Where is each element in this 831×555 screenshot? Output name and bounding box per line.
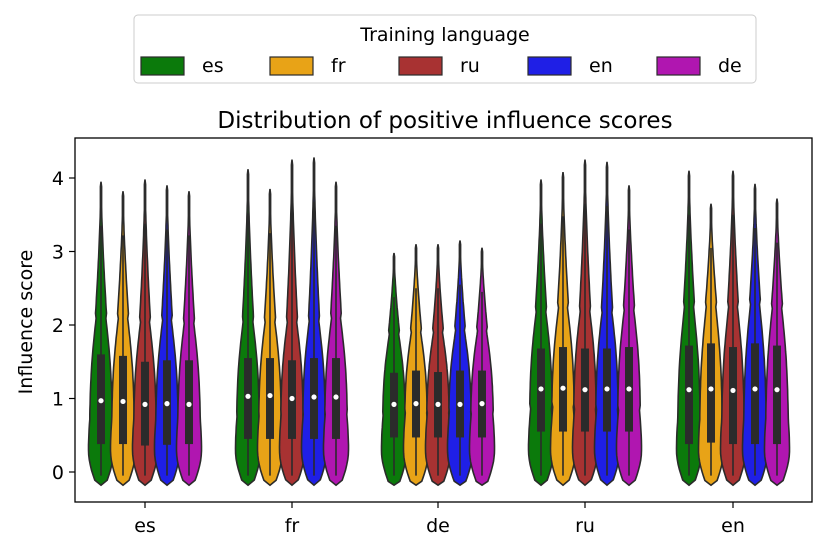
legend-swatch-es — [140, 56, 185, 76]
iqr-box-ru-en — [729, 347, 737, 445]
x-tick-label: de — [426, 515, 450, 537]
legend-label-en: en — [589, 55, 613, 77]
legend-swatch-en — [527, 56, 572, 76]
iqr-box-fr-en — [707, 343, 715, 443]
median-point-es-ru — [538, 386, 544, 392]
legend-swatch-de — [656, 56, 701, 76]
iqr-box-es-en — [685, 345, 693, 445]
median-point-en-de — [457, 401, 463, 407]
median-point-de-de — [479, 401, 485, 407]
y-axis: 0 1 2 3 4 — [52, 168, 75, 484]
median-point-en-en — [752, 386, 758, 392]
legend-swatch-fr — [269, 56, 314, 76]
plot-frame — [74, 137, 813, 503]
median-point-de-es — [186, 401, 192, 407]
median-point-ru-de — [435, 401, 441, 407]
series-en — [153, 157, 769, 487]
median-point-de-fr — [333, 394, 339, 400]
iqr-box-fr-fr — [266, 358, 274, 439]
x-tick-label: es — [134, 515, 156, 537]
series-de — [175, 181, 791, 487]
x-tick-label: ru — [575, 515, 595, 537]
median-point-de-ru — [626, 386, 632, 392]
legend-label-ru: ru — [460, 55, 480, 77]
series-ru — [131, 159, 747, 487]
median-point-ru-ru — [582, 387, 588, 393]
legend-swatch-ru — [398, 56, 443, 76]
median-point-es-es — [98, 398, 104, 404]
legend-label-es: es — [202, 55, 224, 77]
median-point-es-en — [686, 387, 692, 393]
median-point-fr-es — [120, 398, 126, 405]
legend-label-fr: fr — [331, 55, 346, 77]
legend: Training language es fr ru en de — [133, 14, 757, 84]
median-point-ru-es — [142, 401, 148, 407]
y-tick-label: 4 — [52, 168, 64, 190]
series-fr — [109, 172, 725, 487]
median-point-fr-ru — [560, 385, 566, 391]
x-axis: es fr de ru en — [134, 502, 745, 537]
median-point-de-en — [774, 387, 780, 393]
y-tick-label: 0 — [52, 462, 64, 484]
series-es — [87, 169, 703, 487]
median-point-es-fr — [245, 393, 251, 399]
iqr-box-en-en — [751, 343, 759, 445]
y-axis-label: Influence score — [15, 250, 37, 395]
median-point-en-ru — [604, 386, 610, 392]
x-tick-label: en — [721, 515, 745, 537]
y-tick-label: 2 — [52, 315, 64, 337]
iqr-box-de-en — [773, 345, 781, 445]
median-point-en-fr — [311, 394, 317, 400]
legend-title: Training language — [359, 24, 529, 46]
x-tick-label: fr — [285, 515, 300, 537]
y-tick-label: 3 — [52, 242, 64, 264]
legend-label-de: de — [718, 55, 742, 77]
median-point-es-de — [391, 401, 397, 407]
median-point-ru-en — [730, 387, 736, 394]
y-tick-label: 1 — [52, 389, 64, 411]
median-point-fr-de — [413, 401, 419, 407]
median-point-en-es — [164, 401, 170, 407]
median-point-fr-fr — [267, 392, 273, 399]
median-point-fr-en — [708, 386, 714, 392]
median-point-ru-fr — [289, 395, 295, 402]
chart-title: Distribution of positive influence score… — [217, 108, 672, 134]
